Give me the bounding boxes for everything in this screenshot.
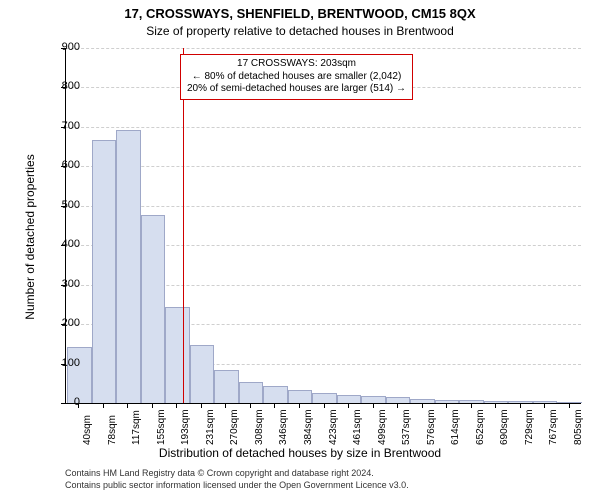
histogram-bar <box>67 347 92 403</box>
xtick-label: 576sqm <box>426 409 437 445</box>
gridline <box>66 206 581 207</box>
xtick-label: 155sqm <box>156 409 167 445</box>
histogram-bar <box>263 386 288 403</box>
xtick-label: 690sqm <box>499 409 510 445</box>
xtick-mark <box>520 403 521 408</box>
chart-container: 17, CROSSWAYS, SHENFIELD, BRENTWOOD, CM1… <box>0 0 600 500</box>
y-axis-label: Number of detached properties <box>23 137 37 337</box>
xtick-mark <box>544 403 545 408</box>
xtick-label: 384sqm <box>303 409 314 445</box>
footer-line1: Contains HM Land Registry data © Crown c… <box>65 468 374 479</box>
xtick-label: 805sqm <box>573 409 584 445</box>
xtick-mark <box>495 403 496 408</box>
annotation-box: 17 CROSSWAYS: 203sqm ← 80% of detached h… <box>180 54 413 100</box>
xtick-label: 231sqm <box>205 409 216 445</box>
histogram-bar <box>337 395 362 403</box>
xtick-mark <box>373 403 374 408</box>
xtick-label: 193sqm <box>180 409 191 445</box>
plot-area: 40sqm78sqm117sqm155sqm193sqm231sqm270sqm… <box>65 48 581 404</box>
gridline <box>66 48 581 49</box>
xtick-mark <box>176 403 177 408</box>
ytick-label: 500 <box>40 199 80 211</box>
xtick-mark <box>152 403 153 408</box>
ytick-label: 600 <box>40 159 80 171</box>
xtick-mark <box>201 403 202 408</box>
xtick-label: 270sqm <box>229 409 240 445</box>
histogram-bar <box>141 215 166 403</box>
annotation-line2: ← 80% of detached houses are smaller (2,… <box>187 71 406 84</box>
ytick-label: 800 <box>40 80 80 92</box>
page-subtitle: Size of property relative to detached ho… <box>0 24 600 38</box>
xtick-label: 729sqm <box>524 409 535 445</box>
xtick-mark <box>324 403 325 408</box>
ytick-label: 400 <box>40 238 80 250</box>
histogram-bar <box>239 382 264 403</box>
ytick-label: 300 <box>40 278 80 290</box>
xtick-label: 308sqm <box>254 409 265 445</box>
ytick-label: 700 <box>40 120 80 132</box>
gridline <box>66 166 581 167</box>
histogram-bar <box>165 307 190 403</box>
page-title: 17, CROSSWAYS, SHENFIELD, BRENTWOOD, CM1… <box>0 6 600 21</box>
xtick-mark <box>422 403 423 408</box>
histogram-bar <box>190 345 215 403</box>
xtick-mark <box>569 403 570 408</box>
annotation-line1: 17 CROSSWAYS: 203sqm <box>187 58 406 71</box>
xtick-label: 461sqm <box>352 409 363 445</box>
xtick-mark <box>127 403 128 408</box>
histogram-bar <box>116 130 141 403</box>
histogram-bar <box>92 140 117 403</box>
xtick-mark <box>299 403 300 408</box>
annotation-line3: 20% of semi-detached houses are larger (… <box>187 83 406 96</box>
xtick-label: 614sqm <box>450 409 461 445</box>
xtick-mark <box>397 403 398 408</box>
xtick-label: 767sqm <box>548 409 559 445</box>
ytick-label: 0 <box>40 396 80 408</box>
marker-line <box>183 48 184 403</box>
xtick-mark <box>471 403 472 408</box>
xtick-label: 652sqm <box>475 409 486 445</box>
xtick-label: 499sqm <box>377 409 388 445</box>
xtick-mark <box>103 403 104 408</box>
xtick-mark <box>225 403 226 408</box>
ytick-label: 100 <box>40 357 80 369</box>
x-axis-label: Distribution of detached houses by size … <box>0 446 600 460</box>
xtick-mark <box>250 403 251 408</box>
xtick-label: 423sqm <box>328 409 339 445</box>
xtick-mark <box>274 403 275 408</box>
xtick-mark <box>348 403 349 408</box>
xtick-label: 40sqm <box>82 415 93 445</box>
ytick-label: 900 <box>40 41 80 53</box>
histogram-bar <box>214 370 239 403</box>
gridline <box>66 127 581 128</box>
xtick-label: 537sqm <box>401 409 412 445</box>
histogram-bar <box>312 393 337 403</box>
xtick-mark <box>446 403 447 408</box>
histogram-bar <box>288 390 313 403</box>
footer-line2: Contains public sector information licen… <box>65 480 409 491</box>
xtick-label: 78sqm <box>107 415 118 445</box>
xtick-label: 346sqm <box>278 409 289 445</box>
xtick-label: 117sqm <box>131 410 142 445</box>
ytick-label: 200 <box>40 317 80 329</box>
